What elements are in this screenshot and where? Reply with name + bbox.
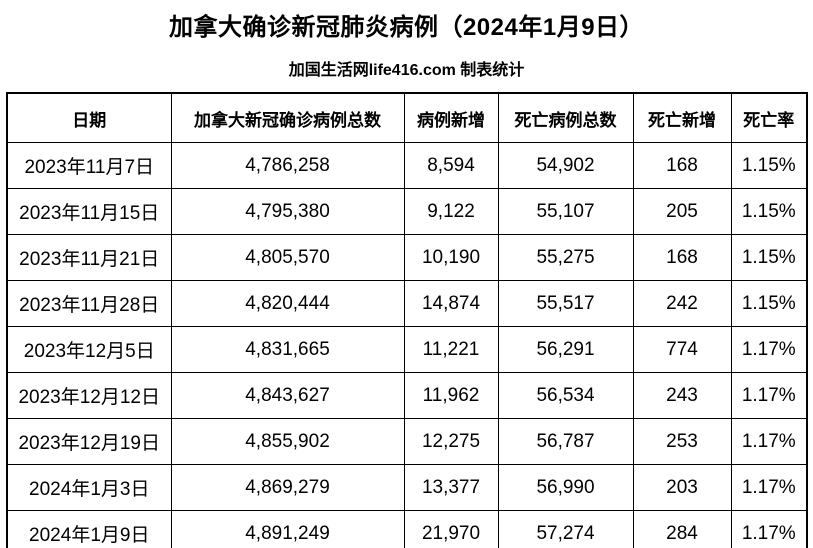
cell-death-rate: 1.17% <box>730 418 808 465</box>
table-row: 2023年12月5日 4,831,665 11,221 56,291 774 1.17% <box>6 326 808 373</box>
cell-new-deaths: 203 <box>632 464 732 511</box>
cell-total-deaths: 57,274 <box>497 510 634 548</box>
cell-new-cases: 12,275 <box>403 418 499 465</box>
cell-total-deaths: 55,107 <box>497 188 634 235</box>
cell-new-cases: 13,377 <box>403 464 499 511</box>
column-header-date: 日期 <box>6 92 172 143</box>
page-subtitle: 加国生活网life416.com 制表统计 <box>288 62 525 79</box>
cell-total-cases: 4,891,249 <box>170 510 405 548</box>
cell-date: 2024年1月9日 <box>6 510 172 548</box>
header-row: 日期 加拿大新冠确诊病例总数 病例新增 死亡病例总数 死亡新增 死亡率 <box>6 92 808 143</box>
cell-new-deaths: 253 <box>632 418 732 465</box>
cell-new-cases: 14,874 <box>403 280 499 327</box>
table-row: 2023年12月19日 4,855,902 12,275 56,787 253 1.17% <box>6 418 808 465</box>
cell-date: 2023年12月5日 <box>6 326 172 373</box>
cell-death-rate: 1.15% <box>730 234 808 281</box>
column-header-death-rate: 死亡率 <box>730 92 808 143</box>
cell-new-deaths: 774 <box>632 326 732 373</box>
cell-death-rate: 1.15% <box>730 142 808 189</box>
table-row: 2023年11月15日 4,795,380 9,122 55,107 205 1.15% <box>6 188 808 235</box>
cell-death-rate: 1.15% <box>730 280 808 327</box>
cell-total-cases: 4,820,444 <box>170 280 405 327</box>
cell-new-deaths: 284 <box>632 510 732 548</box>
cell-date: 2023年11月15日 <box>6 188 172 235</box>
cell-new-deaths: 205 <box>632 188 732 235</box>
cell-total-deaths: 54,902 <box>497 142 634 189</box>
cell-total-deaths: 56,990 <box>497 464 634 511</box>
cell-date: 2024年1月3日 <box>6 464 172 511</box>
table-row: 2023年12月12日 4,843,627 11,962 56,534 243 1.17% <box>6 372 808 419</box>
cell-total-cases: 4,795,380 <box>170 188 405 235</box>
cell-death-rate: 1.17% <box>730 372 808 419</box>
cell-total-cases: 4,786,258 <box>170 142 405 189</box>
table-row: 2023年11月21日 4,805,570 10,190 55,275 168 1.15% <box>6 234 808 281</box>
table-row: 2024年1月3日 4,869,279 13,377 56,990 203 1.17% <box>6 464 808 511</box>
cell-new-cases: 10,190 <box>403 234 499 281</box>
cell-new-deaths: 243 <box>632 372 732 419</box>
cell-total-deaths: 55,517 <box>497 280 634 327</box>
cell-new-deaths: 168 <box>632 142 732 189</box>
cell-total-cases: 4,869,279 <box>170 464 405 511</box>
cell-new-deaths: 168 <box>632 234 732 281</box>
cell-total-cases: 4,855,902 <box>170 418 405 465</box>
cell-new-cases: 8,594 <box>403 142 499 189</box>
column-header-total-cases: 加拿大新冠确诊病例总数 <box>170 92 405 143</box>
cell-death-rate: 1.17% <box>730 464 808 511</box>
cell-date: 2023年11月7日 <box>6 142 172 189</box>
cell-new-cases: 11,962 <box>403 372 499 419</box>
cell-total-deaths: 56,787 <box>497 418 634 465</box>
cell-new-deaths: 242 <box>632 280 732 327</box>
column-header-new-cases: 病例新增 <box>403 92 499 143</box>
cell-death-rate: 1.17% <box>730 326 808 373</box>
cell-date: 2023年11月28日 <box>6 280 172 327</box>
cell-new-cases: 21,970 <box>403 510 499 548</box>
column-header-new-deaths: 死亡新增 <box>632 92 732 143</box>
page-title: 加拿大确诊新冠肺炎病例（2024年1月9日） <box>168 14 645 41</box>
cell-date: 2023年12月12日 <box>6 372 172 419</box>
cell-total-cases: 4,843,627 <box>170 372 405 419</box>
cell-total-cases: 4,831,665 <box>170 326 405 373</box>
cell-death-rate: 1.17% <box>730 510 808 548</box>
covid-stats-table: 日期 加拿大新冠确诊病例总数 病例新增 死亡病例总数 死亡新增 死亡率 2023年11月7… <box>6 92 808 548</box>
cell-total-cases: 4,805,570 <box>170 234 405 281</box>
cell-total-deaths: 56,534 <box>497 372 634 419</box>
cell-death-rate: 1.15% <box>730 188 808 235</box>
column-header-total-deaths: 死亡病例总数 <box>497 92 634 143</box>
cell-new-cases: 9,122 <box>403 188 499 235</box>
cell-total-deaths: 56,291 <box>497 326 634 373</box>
cell-total-deaths: 55,275 <box>497 234 634 281</box>
cell-date: 2023年12月19日 <box>6 418 172 465</box>
table-row: 2023年11月7日 4,786,258 8,594 54,902 168 1.15% <box>6 142 808 189</box>
cell-new-cases: 11,221 <box>403 326 499 373</box>
table-row: 2024年1月9日 4,891,249 21,970 57,274 284 1.17% <box>6 510 808 548</box>
table-body: 2023年11月7日 4,786,258 8,594 54,902 168 1.15% 20… <box>6 142 808 548</box>
table-row: 2023年11月28日 4,820,444 14,874 55,517 242 1.15% <box>6 280 808 327</box>
cell-date: 2023年11月21日 <box>6 234 172 281</box>
